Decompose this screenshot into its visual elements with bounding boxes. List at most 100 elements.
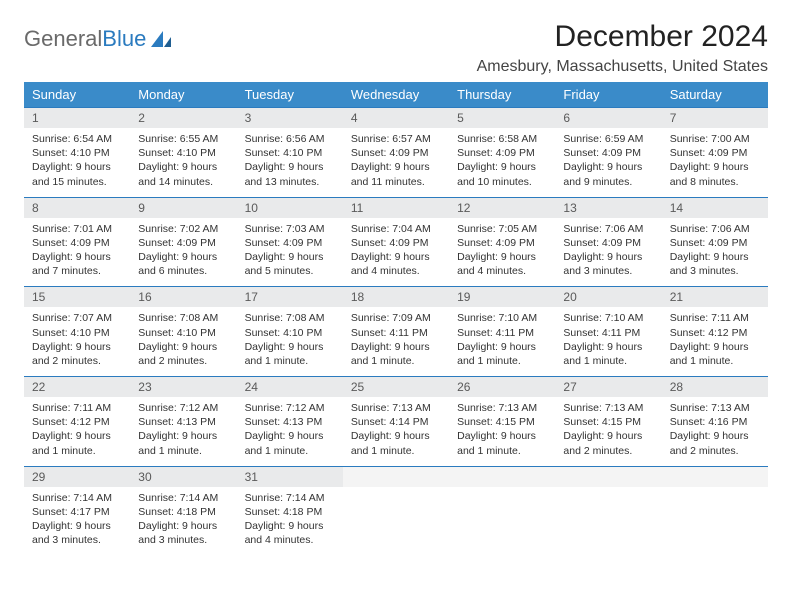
logo-text-2: Blue	[102, 26, 146, 52]
daylight-text: Daylight: 9 hours and 3 minutes.	[670, 250, 760, 278]
sunrise-text: Sunrise: 7:13 AM	[563, 401, 653, 415]
day-detail-cell: Sunrise: 7:09 AMSunset: 4:11 PMDaylight:…	[343, 307, 449, 376]
day-number-cell: 5	[449, 108, 555, 129]
sunset-text: Sunset: 4:10 PM	[245, 326, 335, 340]
daylight-text: Daylight: 9 hours and 2 minutes.	[563, 429, 653, 457]
sunrise-text: Sunrise: 6:59 AM	[563, 132, 653, 146]
daylight-text: Daylight: 9 hours and 1 minute.	[138, 429, 228, 457]
sunset-text: Sunset: 4:12 PM	[32, 415, 122, 429]
day-number-cell: 22	[24, 377, 130, 398]
day-detail-row: Sunrise: 7:01 AMSunset: 4:09 PMDaylight:…	[24, 218, 768, 287]
sunset-text: Sunset: 4:09 PM	[670, 146, 760, 160]
day-number-cell: 4	[343, 108, 449, 129]
day-number-cell	[662, 466, 768, 487]
day-detail-row: Sunrise: 6:54 AMSunset: 4:10 PMDaylight:…	[24, 128, 768, 197]
day-number-cell: 29	[24, 466, 130, 487]
day-of-week-header: Friday	[555, 82, 661, 108]
sunset-text: Sunset: 4:09 PM	[32, 236, 122, 250]
daylight-text: Daylight: 9 hours and 15 minutes.	[32, 160, 122, 188]
sunset-text: Sunset: 4:10 PM	[138, 146, 228, 160]
daylight-text: Daylight: 9 hours and 2 minutes.	[32, 340, 122, 368]
calendar-table: SundayMondayTuesdayWednesdayThursdayFrid…	[24, 82, 768, 555]
day-detail-cell: Sunrise: 7:06 AMSunset: 4:09 PMDaylight:…	[662, 218, 768, 287]
day-number-cell: 12	[449, 197, 555, 218]
day-detail-cell: Sunrise: 6:59 AMSunset: 4:09 PMDaylight:…	[555, 128, 661, 197]
day-number-row: 891011121314	[24, 197, 768, 218]
day-detail-row: Sunrise: 7:14 AM Sunset: 4:17 PM Daylight:…	[24, 487, 768, 556]
day-number-cell: 14	[662, 197, 768, 218]
day-of-week-header: Saturday	[662, 82, 768, 108]
day-number-cell: 24	[237, 377, 343, 398]
day-number-cell: 9	[130, 197, 236, 218]
day-detail-cell: Sunrise: 7:11 AMSunset: 4:12 PMDaylight:…	[662, 307, 768, 376]
sunrise-text: Sunrise: 7:07 AM	[32, 311, 122, 325]
sunrise-text: Sunrise: 7:11 AM	[32, 401, 122, 415]
day-detail-cell: Sunrise: 7:00 AMSunset: 4:09 PMDaylight:…	[662, 128, 768, 197]
day-detail-cell: Sunrise: 7:13 AMSunset: 4:16 PMDaylight:…	[662, 397, 768, 466]
sunrise-text: Sunrise: 7:11 AM	[670, 311, 760, 325]
day-detail-cell: Sunrise: 7:13 AMSunset: 4:15 PMDaylight:…	[555, 397, 661, 466]
daylight-text: Daylight: 9 hours and 5 minutes.	[245, 250, 335, 278]
sunrise-text: Sunrise: 7:06 AM	[563, 222, 653, 236]
sunrise-text: Sunrise: 6:57 AM	[351, 132, 441, 146]
day-number-cell: 27	[555, 377, 661, 398]
daylight-text: Daylight: 9 hours and 14 minutes.	[138, 160, 228, 188]
day-detail-cell: Sunrise: 7:10 AMSunset: 4:11 PMDaylight:…	[449, 307, 555, 376]
day-detail-cell: Sunrise: 7:03 AMSunset: 4:09 PMDaylight:…	[237, 218, 343, 287]
day-number-cell: 21	[662, 287, 768, 308]
sunset-text: Sunset: 4:10 PM	[138, 326, 228, 340]
sunset-text: Sunset: 4:09 PM	[351, 236, 441, 250]
day-number-cell: 20	[555, 287, 661, 308]
day-detail-cell: Sunrise: 7:01 AMSunset: 4:09 PMDaylight:…	[24, 218, 130, 287]
location: Amesbury, Massachusetts, United States	[477, 58, 768, 76]
sunset-text: Sunset: 4:09 PM	[351, 146, 441, 160]
day-number-cell: 17	[237, 287, 343, 308]
day-number-cell: 19	[449, 287, 555, 308]
sunrise-text: Sunrise: 7:14 AM	[138, 491, 228, 505]
daylight-text: Daylight: 9 hours and 4 minutes.	[245, 519, 335, 547]
daylight-text: Daylight: 9 hours and 7 minutes.	[32, 250, 122, 278]
daylight-text: Daylight: 9 hours and 2 minutes.	[138, 340, 228, 368]
daylight-text: Daylight: 9 hours and 3 minutes.	[138, 519, 228, 547]
sunset-text: Sunset: 4:16 PM	[670, 415, 760, 429]
daylight-text: Daylight: 9 hours and 3 minutes.	[563, 250, 653, 278]
sunset-text: Sunset: 4:18 PM	[245, 505, 335, 519]
sunrise-text: Sunrise: 7:03 AM	[245, 222, 335, 236]
day-detail-cell: Sunrise: 7:11 AMSunset: 4:12 PMDaylight:…	[24, 397, 130, 466]
sunset-text: Sunset: 4:10 PM	[32, 146, 122, 160]
sunset-text: Sunset: 4:11 PM	[351, 326, 441, 340]
sunrise-text: Sunrise: 6:58 AM	[457, 132, 547, 146]
sunset-text: Sunset: 4:15 PM	[563, 415, 653, 429]
daylight-text: Daylight: 9 hours and 1 minute.	[245, 429, 335, 457]
sunrise-text: Sunrise: 7:01 AM	[32, 222, 122, 236]
sunrise-text: Sunrise: 7:08 AM	[245, 311, 335, 325]
day-detail-cell: Sunrise: 7:08 AMSunset: 4:10 PMDaylight:…	[130, 307, 236, 376]
daylight-text: Daylight: 9 hours and 1 minute.	[351, 429, 441, 457]
sunrise-text: Sunrise: 6:55 AM	[138, 132, 228, 146]
sunset-text: Sunset: 4:12 PM	[670, 326, 760, 340]
day-detail-cell: Sunrise: 7:12 AMSunset: 4:13 PMDaylight:…	[130, 397, 236, 466]
sunset-text: Sunset: 4:10 PM	[32, 326, 122, 340]
day-detail-cell: Sunrise: 6:58 AMSunset: 4:09 PMDaylight:…	[449, 128, 555, 197]
day-detail-cell: Sunrise: 6:56 AMSunset: 4:10 PMDaylight:…	[237, 128, 343, 197]
day-detail-cell: Sunrise: 7:12 AMSunset: 4:13 PMDaylight:…	[237, 397, 343, 466]
sunrise-text: Sunrise: 7:12 AM	[138, 401, 228, 415]
day-of-week-header: Monday	[130, 82, 236, 108]
day-number-cell: 1	[24, 108, 130, 129]
day-number-cell: 2	[130, 108, 236, 129]
sunrise-text: Sunrise: 7:06 AM	[670, 222, 760, 236]
sunset-text: Sunset: 4:09 PM	[245, 236, 335, 250]
sunset-text: Sunset: 4:13 PM	[245, 415, 335, 429]
day-detail-cell	[555, 487, 661, 556]
sunrise-text: Sunrise: 7:14 AM	[245, 491, 335, 505]
day-detail-cell: Sunrise: 7:05 AMSunset: 4:09 PMDaylight:…	[449, 218, 555, 287]
day-detail-row: Sunrise: 7:07 AMSunset: 4:10 PMDaylight:…	[24, 307, 768, 376]
sunset-text: Sunset: 4:17 PM	[32, 505, 122, 519]
logo: GeneralBlue	[24, 20, 173, 52]
daylight-text: Daylight: 9 hours and 1 minute.	[457, 340, 547, 368]
day-number-cell: 18	[343, 287, 449, 308]
sunset-text: Sunset: 4:13 PM	[138, 415, 228, 429]
sunset-text: Sunset: 4:10 PM	[245, 146, 335, 160]
day-number-row: 15161718192021	[24, 287, 768, 308]
day-detail-cell	[449, 487, 555, 556]
